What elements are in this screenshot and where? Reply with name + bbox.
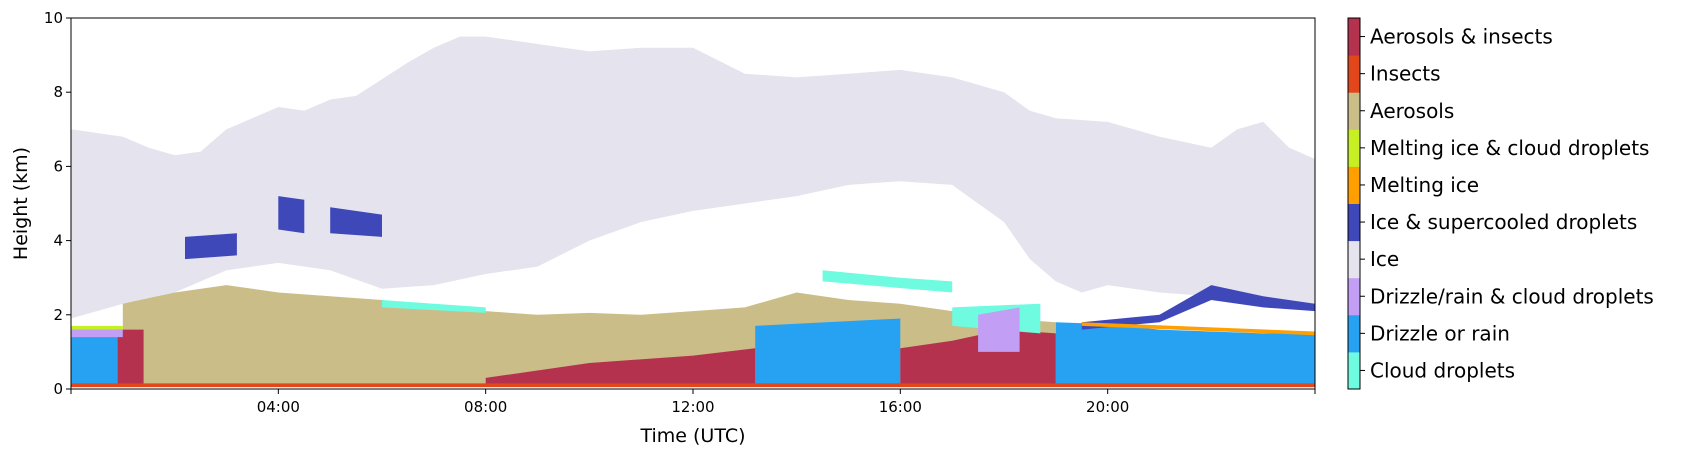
region-melting-ice-cloud-droplets xyxy=(71,325,123,330)
y-tick-label: 8 xyxy=(53,83,63,101)
region-drizzle-rain-cloud-droplets xyxy=(71,329,123,338)
colorbar-label: Drizzle/rain & cloud droplets xyxy=(1370,284,1654,308)
region-cloud-droplets xyxy=(822,270,953,293)
colorbar-label: Cloud droplets xyxy=(1370,358,1515,382)
colorbar-swatch xyxy=(1348,92,1360,130)
colorbar-label: Ice & supercooled droplets xyxy=(1370,210,1637,234)
region-drizzle-rain-cloud-droplets xyxy=(978,307,1020,352)
x-tick-label: 08:00 xyxy=(464,398,507,416)
y-tick-label: 0 xyxy=(53,380,63,398)
x-tick-label: 20:00 xyxy=(1086,398,1129,416)
y-tick-label: 10 xyxy=(44,9,63,27)
colorbar-legend: Cloud droplets Drizzle or rain Drizzle/rai… xyxy=(1347,17,1654,390)
colorbar-label: Melting ice xyxy=(1370,173,1479,197)
colorbar-swatch xyxy=(1348,314,1360,353)
region-ice-supercooled-droplets xyxy=(330,207,382,237)
y-tick-label: 4 xyxy=(53,232,63,250)
x-axis: 04:00 08:00 12:00 16:00 20:00 xyxy=(70,389,1316,416)
region-ice xyxy=(71,36,1315,319)
region-melting-ice xyxy=(1081,322,1315,336)
colorbar-swatch xyxy=(1348,203,1360,242)
region-drizzle-or-rain xyxy=(71,329,123,386)
colorbar-label: Aerosols xyxy=(1370,99,1454,123)
colorbar-label: Ice xyxy=(1370,247,1399,271)
colorbar-label: Melting ice & cloud droplets xyxy=(1370,136,1649,160)
colorbar-swatch xyxy=(1348,277,1360,316)
plot-area xyxy=(71,36,1315,388)
colorbar-frame xyxy=(1347,17,1361,390)
region-aerosols-insects xyxy=(117,329,144,386)
region-ice-supercooled-droplets xyxy=(185,233,237,260)
region-aerosols-insects xyxy=(485,348,756,386)
region-ice-supercooled-droplets xyxy=(278,196,305,234)
colorbar-swatch xyxy=(1348,55,1360,93)
y-tick-label: 6 xyxy=(53,157,63,175)
x-tick-label: 12:00 xyxy=(671,398,714,416)
y-axis-title: Height (km) xyxy=(10,147,32,260)
x-tick-label: 16:00 xyxy=(879,398,922,416)
colorbar-swatch xyxy=(1348,18,1360,56)
colorbar-swatch xyxy=(1348,351,1360,390)
colorbar-swatch xyxy=(1348,240,1360,279)
y-axis: 0 2 4 6 8 10 xyxy=(44,9,71,398)
region-drizzle-or-rain xyxy=(755,318,901,386)
region-ice-supercooled-droplets xyxy=(1081,285,1315,330)
colorbar-label: Insects xyxy=(1370,62,1441,86)
x-axis-title: Time (UTC) xyxy=(639,425,745,447)
region-insects xyxy=(71,383,1315,388)
colorbar-swatch xyxy=(1348,129,1360,167)
colorbar-label: Aerosols & insects xyxy=(1370,25,1553,49)
region-cloud-droplets xyxy=(382,300,486,313)
x-tick-label: 04:00 xyxy=(257,398,300,416)
region-drizzle-or-rain xyxy=(1055,322,1315,386)
colorbar-swatch xyxy=(1348,166,1360,204)
y-tick-label: 2 xyxy=(53,306,63,324)
colorbar-label: Drizzle or rain xyxy=(1370,321,1510,345)
